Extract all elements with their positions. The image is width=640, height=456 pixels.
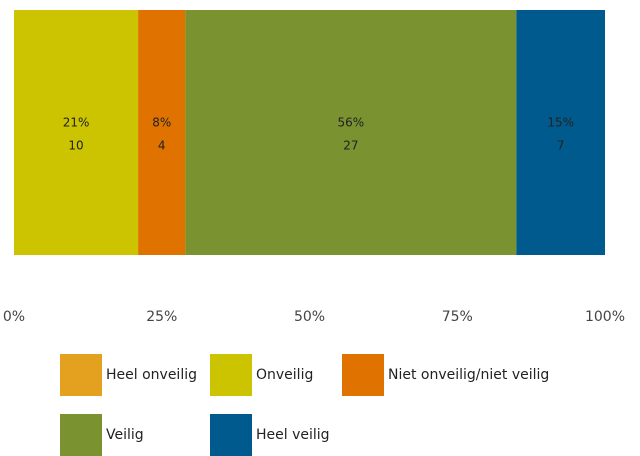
count-label-veilig: 27 xyxy=(343,139,358,153)
bar-segment-veilig xyxy=(185,10,517,255)
percent-label-niet-onveilig-niet-veilig: 8% xyxy=(152,116,171,130)
x-tick-label: 100% xyxy=(585,309,625,325)
x-tick-label: 0% xyxy=(3,309,25,325)
bar-segment-niet-onveilig-niet-veilig xyxy=(138,10,186,255)
x-axis-ticks: 0% 25% 50% 75% 100% xyxy=(3,309,625,325)
x-tick-label: 25% xyxy=(146,309,177,325)
percent-label-onveilig: 21% xyxy=(63,116,90,130)
bar-segment-heel-veilig xyxy=(516,10,605,255)
x-tick-label: 50% xyxy=(294,309,325,325)
percent-label-heel-veilig: 15% xyxy=(547,116,574,130)
percent-label-veilig: 56% xyxy=(338,116,365,130)
bar-segments xyxy=(14,10,605,255)
segment-labels: 21% 10 8% 4 56% 27 15% 7 xyxy=(63,116,574,153)
count-label-heel-veilig: 7 xyxy=(557,139,565,153)
x-tick-label: 75% xyxy=(442,309,473,325)
bar-segment-onveilig xyxy=(14,10,139,255)
count-label-onveilig: 10 xyxy=(68,139,83,153)
count-label-niet-onveilig-niet-veilig: 4 xyxy=(158,139,166,153)
